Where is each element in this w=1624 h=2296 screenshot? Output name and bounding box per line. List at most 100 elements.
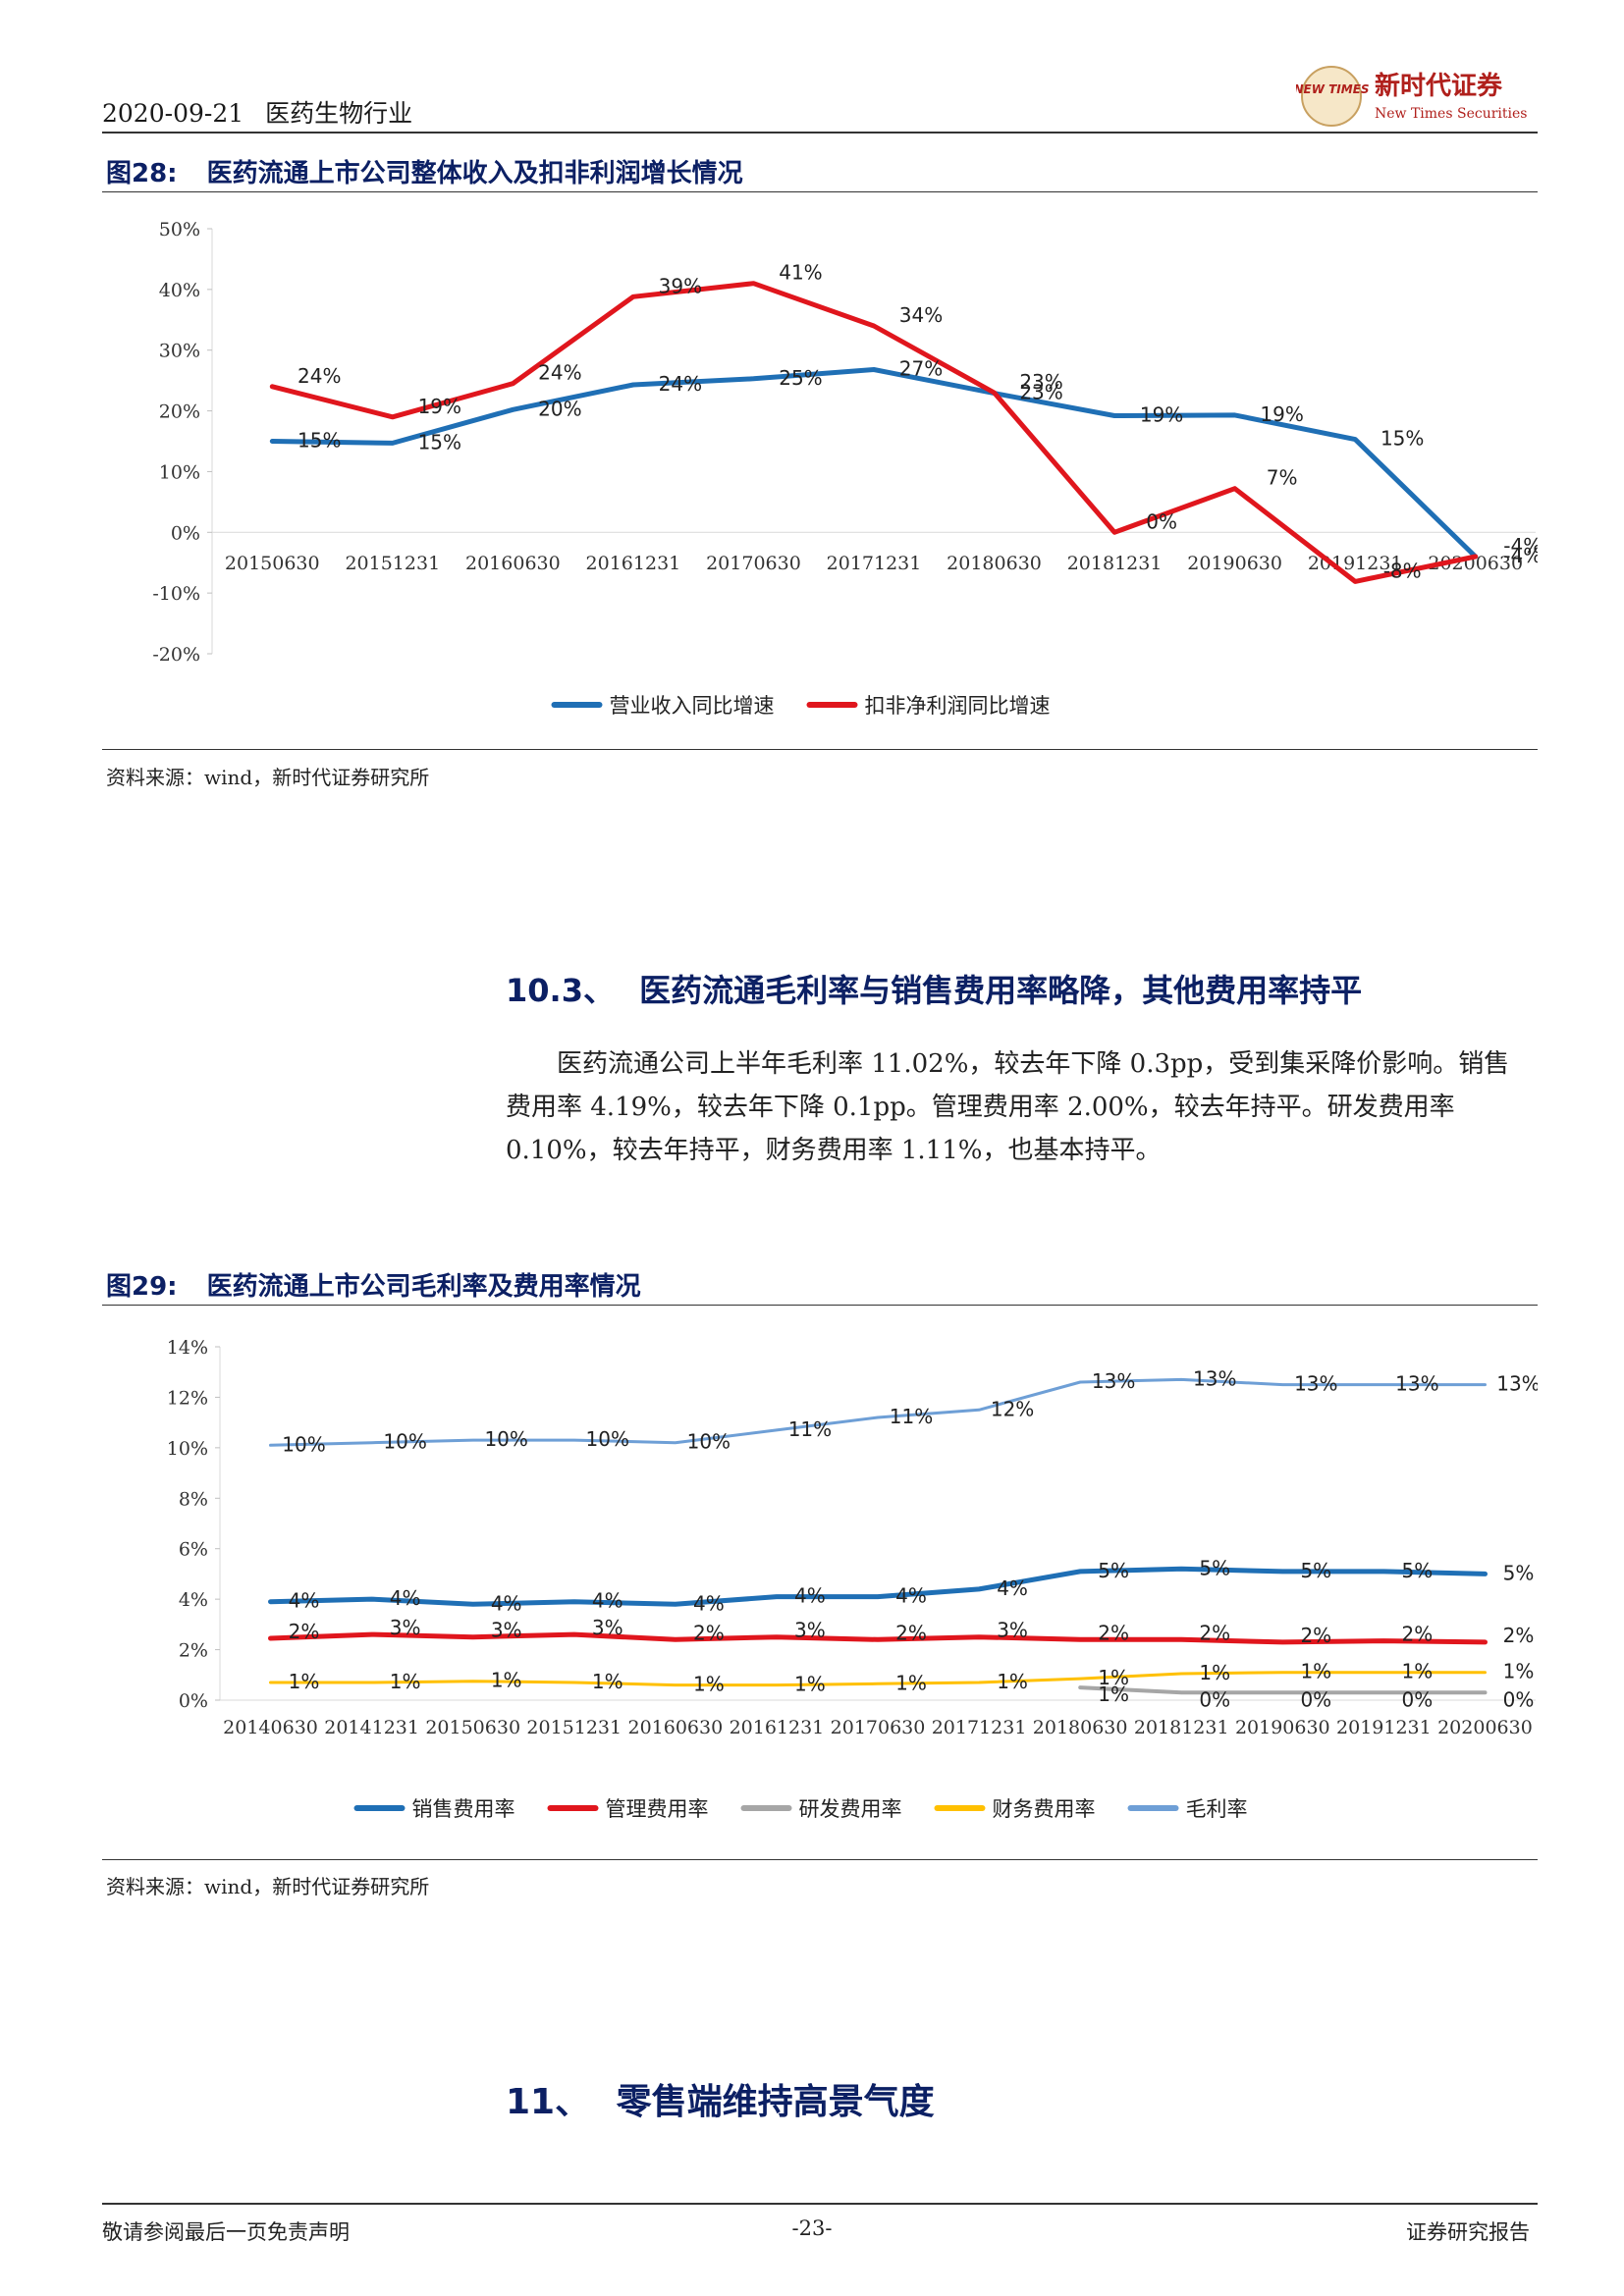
logo-en: New Times Securities xyxy=(1375,106,1527,122)
figure29-data-label: 2% xyxy=(693,1621,725,1644)
figure28-x-tick-label: 20151231 xyxy=(345,553,440,574)
figure29-data-label: 12% xyxy=(991,1397,1034,1420)
section-10-3-title: 医药流通毛利率与销售费用率略降，其他费用率持平 xyxy=(639,972,1363,1009)
figure29-data-label: 0% xyxy=(1402,1687,1434,1711)
figure29-data-label: 0% xyxy=(1300,1687,1331,1711)
figure29-data-label: 2% xyxy=(1402,1623,1434,1646)
figure29-data-label: 1% xyxy=(794,1673,826,1696)
figure29-x-tick-label: 20171231 xyxy=(932,1717,1027,1738)
figure29-data-label: 3% xyxy=(390,1616,421,1639)
figure29-data-label: 4% xyxy=(693,1591,725,1615)
figure29-legend-label-2: 管理费用率 xyxy=(606,1797,709,1821)
figure29-legend-label-4: 财务费用率 xyxy=(993,1797,1096,1821)
section-10-3-number: 10.3、 xyxy=(506,972,615,1009)
section-11-title: 零售端维持高景气度 xyxy=(616,2082,935,2122)
figure28-series-line-1 xyxy=(269,367,1479,560)
figure29-data-label: 0% xyxy=(1199,1687,1230,1711)
footer-rule xyxy=(102,2203,1538,2205)
figure28-data-label: 15% xyxy=(1380,427,1424,451)
figure28-y-tick-label: 20% xyxy=(159,401,200,423)
figure28-x-tick-label: 20150630 xyxy=(225,553,320,574)
figure28-title: 图28: 医药流通上市公司整体收入及扣非利润增长情况 xyxy=(106,153,743,189)
figure28-legend-label-2: 扣非净利润同比增速 xyxy=(865,694,1051,718)
figure29-data-label: 4% xyxy=(390,1586,421,1610)
figure29-y-tick-label: 6% xyxy=(179,1539,208,1561)
figure28-data-label: 7% xyxy=(1267,466,1298,490)
figure29-data-label: 5% xyxy=(1199,1556,1230,1579)
figure28-data-label: 23% xyxy=(1019,381,1062,404)
figure28-y-tick-label: 10% xyxy=(159,461,200,483)
figure29-y-tick-label: 0% xyxy=(179,1690,208,1712)
figure29-x-tick-label: 20141231 xyxy=(324,1717,419,1738)
figure28-y-tick-label: 50% xyxy=(159,219,200,240)
figure29-data-label: 1% xyxy=(693,1673,725,1696)
figure28-data-label: 20% xyxy=(538,397,581,420)
section-10-3-body: 医药流通公司上半年毛利率 11.02%，较去年下降 0.3pp，受到集采降价影响… xyxy=(506,1042,1533,1172)
figure28-source: 资料来源：wind，新时代证券研究所 xyxy=(106,766,430,789)
section-10-3-paragraph: 医药流通公司上半年毛利率 11.02%，较去年下降 0.3pp，受到集采降价影响… xyxy=(506,1049,1510,1165)
figure28-data-label: 23% xyxy=(1019,370,1062,394)
header-date-industry: 2020-09-21 医药生物行业 xyxy=(102,94,412,130)
figure29-x-tick-label: 20180630 xyxy=(1033,1717,1128,1738)
company-logo: NEW TIMES 新时代证券 New Times Securities xyxy=(1293,63,1542,130)
figure28-data-label: 15% xyxy=(418,430,461,454)
footer-page-number: -23- xyxy=(791,2216,833,2240)
figure29-data-label: 10% xyxy=(383,1430,426,1454)
figure29-data-label: 2% xyxy=(895,1621,927,1644)
figure28-data-label: 15% xyxy=(298,429,341,453)
figure29-x-tick-label: 20200630 xyxy=(1437,1717,1533,1738)
figure29-data-label: 1% xyxy=(1402,1660,1434,1683)
figure29-data-label: 4% xyxy=(491,1591,522,1615)
figure28-data-label: 24% xyxy=(659,372,702,396)
figure29-top-rule xyxy=(102,1305,1538,1306)
figure29-data-label: 1% xyxy=(1098,1682,1129,1706)
figure28-data-label: 19% xyxy=(1260,402,1303,426)
figure29-data-label: 4% xyxy=(592,1589,623,1613)
figure29-data-label: 1% xyxy=(1098,1666,1129,1689)
logo-mark-text: NEW TIMES xyxy=(1296,82,1370,96)
figure29-data-label: 2% xyxy=(1300,1624,1331,1647)
figure28-legend-label-1: 营业收入同比增速 xyxy=(610,694,775,718)
figure28-data-label: 41% xyxy=(779,261,822,285)
figure28-x-tick-label: 20170630 xyxy=(706,553,801,574)
figure29-data-label: 1% xyxy=(289,1670,320,1693)
figure29-data-label: 5% xyxy=(1402,1559,1434,1582)
figure28-data-label: -8% xyxy=(1383,559,1422,582)
figure28-data-label: 39% xyxy=(659,274,702,297)
figure28-x-tick-label: 20200630 xyxy=(1428,553,1523,574)
figure29-x-tick-label: 20191231 xyxy=(1336,1717,1432,1738)
figure28-data-label: 19% xyxy=(418,395,461,418)
figure29-data-label: 2% xyxy=(1199,1621,1230,1644)
header-rule xyxy=(102,132,1538,133)
figure29-data-label: 1% xyxy=(1199,1661,1230,1684)
figure29-y-tick-label: 12% xyxy=(167,1387,208,1409)
figure28-title-text: 医药流通上市公司整体收入及扣非利润增长情况 xyxy=(206,159,743,188)
figure29-data-label: 2% xyxy=(289,1620,320,1643)
figure29-y-tick-label: 14% xyxy=(167,1337,208,1359)
figure29-data-label: 10% xyxy=(586,1427,629,1451)
figure28-x-tick-label: 20171231 xyxy=(827,553,922,574)
figure29-data-label: 1% xyxy=(592,1670,623,1693)
figure29-data-label: 1% xyxy=(1503,1660,1535,1683)
figure29-y-tick-label: 8% xyxy=(179,1488,208,1510)
figure28-x-tick-label: 20161231 xyxy=(586,553,681,574)
figure28-y-tick-label: 0% xyxy=(171,522,200,544)
figure29-legend-label-3: 研发费用率 xyxy=(799,1797,902,1821)
figure29-data-label: 11% xyxy=(890,1405,933,1428)
figure29-x-tick-label: 20170630 xyxy=(831,1717,926,1738)
logo-mark: NEW TIMES 新时代证券 New Times Securities xyxy=(1293,66,1527,127)
header-industry: 医药生物行业 xyxy=(265,99,413,128)
section-10-3-heading: 10.3、 医药流通毛利率与销售费用率略降，其他费用率持平 xyxy=(506,966,1362,1011)
figure29-x-tick-label: 20160630 xyxy=(627,1717,723,1738)
figure28-data-label: 25% xyxy=(779,366,822,390)
figure29-data-label: 0% xyxy=(1503,1687,1535,1711)
figure29-data-label: 2% xyxy=(1503,1624,1535,1647)
figure29-data-label: 1% xyxy=(390,1670,421,1693)
figure28-chart: -20% -10% 0% 10% 20% 30% 40% 50% 20150630 2015123… xyxy=(152,219,1538,718)
figure28-top-rule xyxy=(102,191,1538,192)
figure29-source: 资料来源：wind，新时代证券研究所 xyxy=(106,1875,430,1898)
figure29-data-label: 5% xyxy=(1503,1561,1535,1584)
figure29-series-line-2 xyxy=(268,1631,1488,1645)
figure29-series-line-3 xyxy=(1078,1685,1488,1695)
figure29-y-tick-label: 10% xyxy=(167,1438,208,1460)
